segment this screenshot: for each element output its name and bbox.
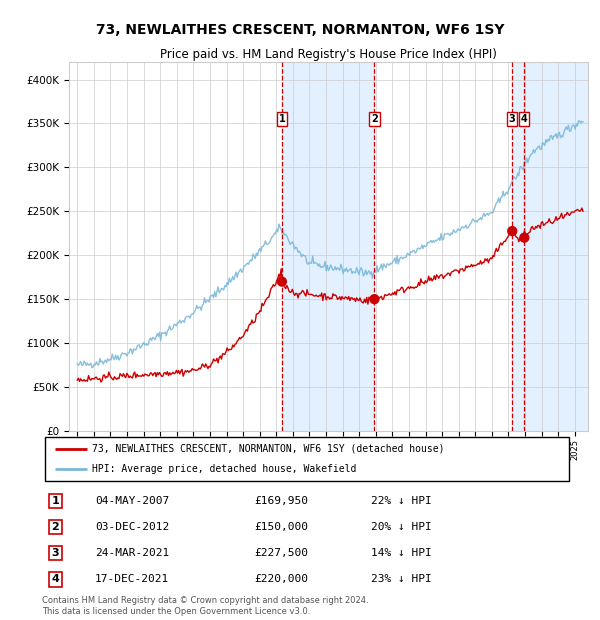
Text: 1: 1 [52, 496, 59, 506]
Text: 03-DEC-2012: 03-DEC-2012 [95, 522, 169, 532]
Text: 2: 2 [371, 114, 378, 124]
Text: 3: 3 [509, 114, 515, 124]
Text: £227,500: £227,500 [254, 548, 308, 558]
Text: 3: 3 [52, 548, 59, 558]
Point [370, 294, 379, 304]
Text: 17-DEC-2021: 17-DEC-2021 [95, 574, 169, 584]
Text: 04-MAY-2007: 04-MAY-2007 [95, 496, 169, 506]
Text: £150,000: £150,000 [254, 522, 308, 532]
Text: 14% ↓ HPI: 14% ↓ HPI [371, 548, 432, 558]
Text: £169,950: £169,950 [254, 496, 308, 506]
Title: Price paid vs. HM Land Registry's House Price Index (HPI): Price paid vs. HM Land Registry's House … [160, 48, 497, 61]
Point [277, 277, 287, 286]
Point [520, 232, 529, 242]
Text: 2: 2 [52, 522, 59, 532]
Text: 73, NEWLAITHES CRESCENT, NORMANTON, WF6 1SY (detached house): 73, NEWLAITHES CRESCENT, NORMANTON, WF6 … [92, 444, 445, 454]
Text: 23% ↓ HPI: 23% ↓ HPI [371, 574, 432, 584]
Bar [512, 62, 588, 431]
Bar [282, 62, 374, 431]
Text: 4: 4 [52, 574, 59, 584]
Text: £220,000: £220,000 [254, 574, 308, 584]
Text: 24-MAR-2021: 24-MAR-2021 [95, 548, 169, 558]
Text: 20% ↓ HPI: 20% ↓ HPI [371, 522, 432, 532]
Text: HPI: Average price, detached house, Wakefield: HPI: Average price, detached house, Wake… [92, 464, 357, 474]
Text: Contains HM Land Registry data © Crown copyright and database right 2024.
This d: Contains HM Land Registry data © Crown c… [42, 596, 368, 616]
Text: 73, NEWLAITHES CRESCENT, NORMANTON, WF6 1SY: 73, NEWLAITHES CRESCENT, NORMANTON, WF6 … [96, 23, 504, 37]
Text: 1: 1 [278, 114, 285, 124]
Text: 22% ↓ HPI: 22% ↓ HPI [371, 496, 432, 506]
Bar [512, 62, 588, 431]
Point [508, 226, 517, 236]
Text: 4: 4 [521, 114, 528, 124]
